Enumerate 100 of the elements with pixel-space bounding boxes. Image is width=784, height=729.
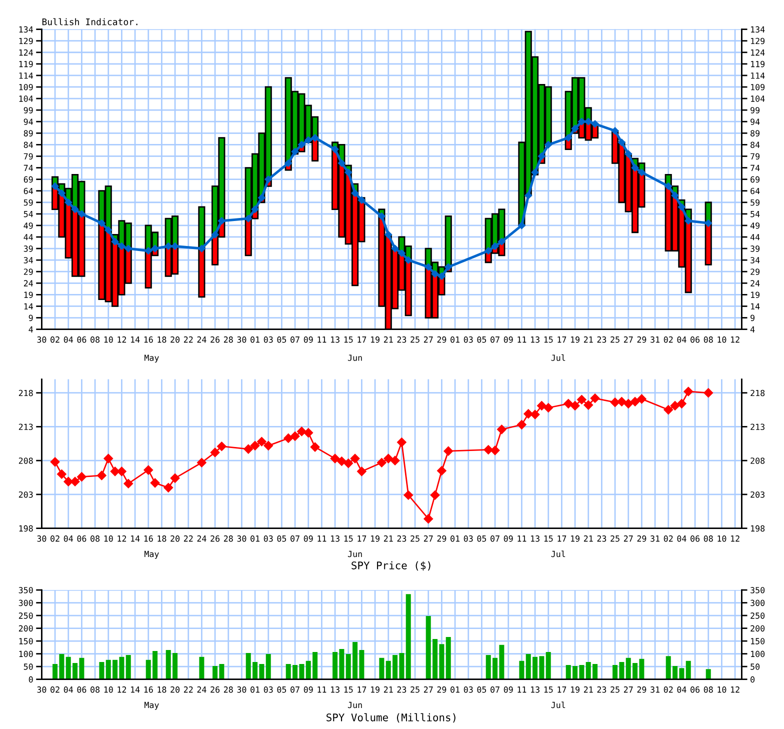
x-tick-label: 13: [331, 535, 340, 542]
x-tick-label: 08: [704, 686, 713, 693]
x-tick-label: 31: [650, 686, 660, 693]
x-tick-label: 10: [104, 686, 113, 693]
y2-tick-label: 19: [751, 292, 760, 298]
x-tick-label: 13: [531, 336, 540, 343]
x-tick-label: 25: [610, 336, 620, 343]
y2-tick-label: 59: [750, 199, 760, 206]
x-tick-label: 17: [558, 336, 566, 343]
x-tick-label: 05: [277, 535, 286, 542]
x-tick-label: 07: [290, 535, 300, 542]
x-tick-label: 31: [650, 535, 660, 542]
y2-tick-label: 79: [750, 153, 760, 160]
x-tick-label: 15: [344, 686, 353, 693]
x-tick-label: 07: [490, 535, 500, 542]
x-tick-label: 24: [197, 535, 206, 542]
y-tick-label: 124: [19, 49, 33, 56]
y2-tick-label: 109: [751, 84, 765, 90]
x-tick-label: 22: [184, 686, 193, 693]
chart-title: Bullish Indicator.: [42, 18, 138, 26]
x-tick-label: 15: [544, 536, 553, 542]
x-tick-label: 06: [690, 535, 700, 542]
y-tick-label: 250: [18, 612, 33, 619]
y-tick-label: 104: [19, 96, 33, 102]
x-tick-label: 12: [118, 535, 126, 542]
x-tick-label: 21: [384, 686, 393, 693]
x-tick-label: 20: [170, 686, 180, 693]
x-tick-label: 21: [584, 336, 593, 343]
text: Jun: [348, 550, 362, 558]
x-tick-label: 10: [104, 535, 113, 542]
y-tick-label: 200: [18, 625, 33, 632]
y2-tick-label: 124: [751, 49, 765, 56]
y2-tick-label: 99: [750, 107, 760, 114]
x-tick-label: 05: [277, 336, 286, 343]
x-tick-label: 14: [131, 686, 140, 693]
x-tick-label: 09: [304, 686, 313, 693]
y-tick-label: 300: [18, 600, 33, 606]
y2-tick-label: 0: [750, 676, 755, 683]
x-tick-label: 02: [50, 336, 60, 343]
x-tick-label: 15: [544, 686, 553, 693]
y-tick-label: 14: [24, 303, 33, 310]
x-tick-label: 23: [397, 686, 406, 693]
y2-tick-label: 89: [750, 130, 760, 136]
x-tick-label: 06: [77, 535, 86, 542]
y-tick-label: 50: [24, 664, 33, 670]
x-tick-label: 25: [410, 686, 420, 693]
y2-tick-label: 104: [751, 96, 765, 102]
y2-tick-label: 218: [750, 390, 765, 396]
x-tick-label: 16: [144, 535, 153, 542]
x-tick-label: 17: [558, 686, 566, 693]
x-tick-label: 11: [318, 686, 326, 693]
y2-tick-label: 54: [750, 211, 760, 218]
x-tick-label: 30: [237, 336, 246, 343]
x-tick-label: 09: [304, 535, 313, 542]
x-tick-label: 09: [504, 336, 513, 343]
x-tick-label: 25: [410, 535, 420, 542]
y-tick-label: 39: [24, 246, 33, 252]
x-tick-label: 29: [637, 686, 646, 693]
x-tick-label: 19: [371, 336, 380, 343]
x-tick-label: 14: [131, 336, 140, 343]
y-tick-label: 29: [24, 268, 33, 275]
x-tick-label: 22: [184, 535, 193, 542]
x-tick-label: 19: [371, 535, 380, 542]
y2-tick-label: 198: [751, 525, 765, 532]
x-tick-label: 27: [424, 686, 433, 693]
y-tick-label: 100: [19, 650, 33, 658]
x-tick-label: 11: [318, 336, 326, 343]
x-tick-label: 21: [384, 535, 393, 542]
y-tick-label: 84: [24, 142, 33, 148]
x-tick-label: 28: [224, 535, 233, 542]
x-tick-label: 11: [518, 536, 526, 542]
y-tick-label: 198: [19, 525, 33, 532]
y-tick-label: 350: [18, 587, 33, 594]
x-tick-label: 12: [731, 535, 740, 542]
y2-tick-label: 50: [750, 664, 760, 670]
x-tick-label: 08: [90, 336, 100, 343]
y-tick-label: 134: [19, 26, 33, 33]
y-tick-label: 0: [28, 676, 33, 683]
text: Jun: [348, 702, 362, 708]
y-tick-label: 109: [19, 84, 33, 90]
y-tick-label: 99: [24, 107, 33, 114]
y2-tick-label: 39: [750, 246, 760, 252]
y2-tick-label: 4: [750, 326, 755, 332]
x-tick-label: 03: [264, 535, 273, 542]
x-tick-label: 27: [624, 686, 633, 693]
x-tick-label: 21: [584, 686, 593, 693]
y2-tick-label: 100: [751, 650, 765, 658]
x-tick-label: 05: [477, 535, 486, 542]
y2-tick-label: 213: [750, 424, 764, 430]
y-tick-label: 59: [24, 199, 33, 206]
x-tick-label: 03: [464, 336, 473, 343]
x-tick-label: 01: [450, 686, 460, 693]
x-tick-label: 05: [277, 686, 286, 693]
x-tick-label: 27: [424, 535, 433, 542]
x-tick-label: 25: [610, 686, 620, 693]
y2-tick-label: 24: [750, 280, 760, 286]
text: Jul: [551, 550, 566, 558]
x-tick-label: 19: [571, 535, 580, 542]
y2-tick-label: 44: [750, 234, 760, 240]
x-tick-label: 15: [344, 336, 353, 343]
